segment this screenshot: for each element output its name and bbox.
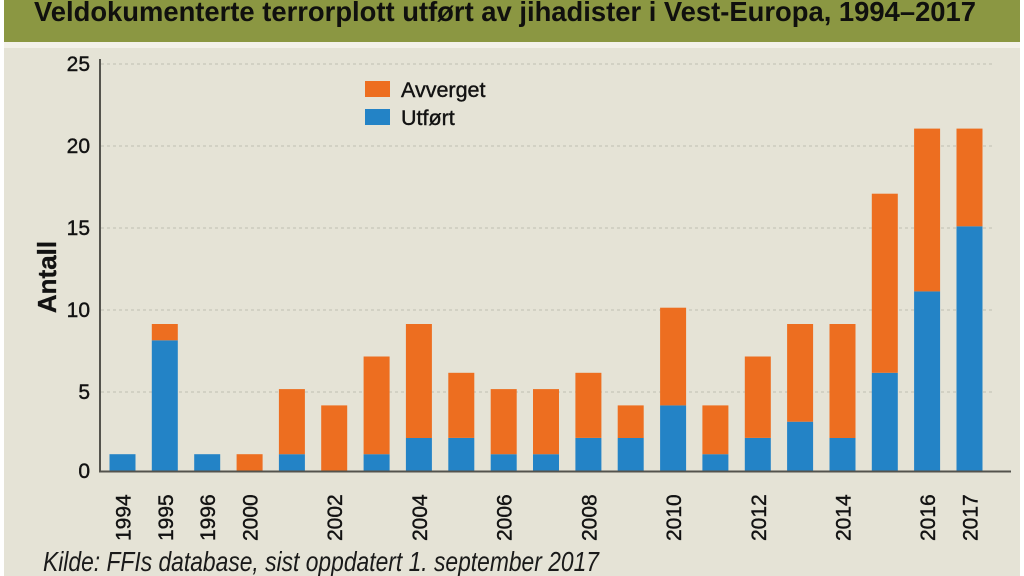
svg-text:20: 20 [67, 135, 90, 158]
svg-text:1994: 1994 [113, 494, 136, 541]
svg-text:1995: 1995 [155, 494, 178, 541]
svg-text:2012: 2012 [748, 494, 771, 541]
svg-text:2004: 2004 [409, 494, 432, 541]
svg-text:1996: 1996 [197, 494, 220, 541]
svg-text:25: 25 [67, 53, 90, 76]
svg-text:Avverget: Avverget [401, 78, 485, 102]
svg-text:2016: 2016 [917, 494, 940, 541]
svg-text:2014: 2014 [833, 494, 856, 541]
svg-text:10: 10 [67, 299, 90, 322]
svg-text:2010: 2010 [663, 494, 686, 541]
svg-text:Veldokumenterte terrorplott ut: Veldokumenterte terrorplott utført av ji… [34, 0, 976, 27]
svg-text:5: 5 [78, 381, 90, 404]
svg-text:0: 0 [78, 460, 90, 483]
svg-text:15: 15 [67, 217, 90, 240]
svg-text:2017: 2017 [960, 494, 983, 541]
svg-text:2008: 2008 [578, 494, 601, 541]
svg-text:Kilde: FFIs database, sist opp: Kilde: FFIs database, sist oppdatert 1. … [43, 546, 600, 576]
svg-text:Utført: Utført [401, 106, 455, 130]
svg-text:Antall: Antall [32, 241, 62, 313]
svg-text:2002: 2002 [324, 494, 347, 541]
svg-text:2006: 2006 [494, 494, 517, 541]
svg-text:2000: 2000 [240, 494, 263, 541]
